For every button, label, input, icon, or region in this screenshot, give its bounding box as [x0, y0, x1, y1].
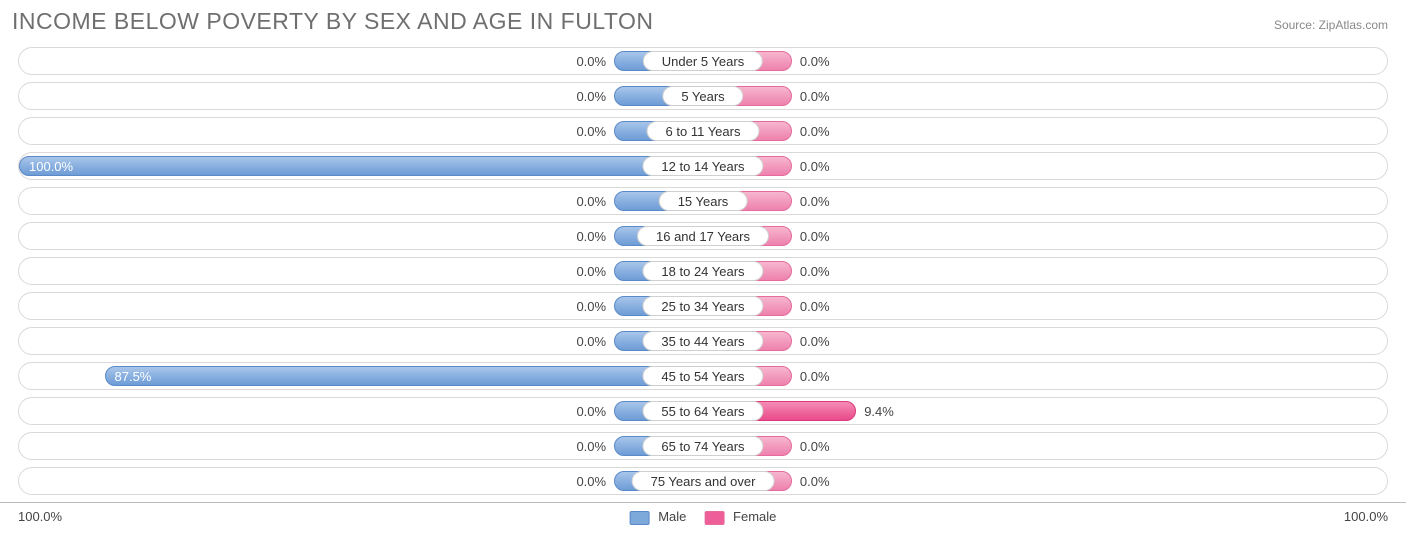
female-pct-label: 0.0%: [792, 468, 830, 496]
category-pill: Under 5 Years: [643, 51, 763, 71]
chart-row: 0.0% 0.0% Under 5 Years: [18, 47, 1388, 75]
female-pct-label: 0.0%: [792, 188, 830, 216]
male-pct-label: 0.0%: [576, 223, 614, 251]
female-pct-label: 0.0%: [792, 118, 830, 146]
category-pill: 75 Years and over: [632, 471, 775, 491]
female-pct-label: 9.4%: [856, 398, 894, 426]
category-pill: 55 to 64 Years: [642, 401, 763, 421]
male-pct-label: 87.5%: [105, 363, 162, 391]
chart-source: Source: ZipAtlas.com: [1274, 18, 1388, 32]
chart-title: INCOME BELOW POVERTY BY SEX AND AGE IN F…: [12, 8, 654, 35]
legend-male: Male: [630, 509, 687, 525]
chart-row: 0.0% 0.0% 18 to 24 Years: [18, 257, 1388, 285]
category-pill: 16 and 17 Years: [637, 226, 769, 246]
axis-labels: 100.0% Male Female 100.0%: [0, 503, 1406, 531]
category-pill: 5 Years: [662, 86, 743, 106]
male-pct-label: 0.0%: [576, 118, 614, 146]
chart-row: 0.0% 0.0% 25 to 34 Years: [18, 292, 1388, 320]
category-pill: 25 to 34 Years: [642, 296, 763, 316]
female-pct-label: 0.0%: [792, 363, 830, 391]
female-pct-label: 0.0%: [792, 153, 830, 181]
category-pill: 6 to 11 Years: [647, 121, 760, 141]
chart-row: 0.0% 0.0% 75 Years and over: [18, 467, 1388, 495]
axis-right-label: 100.0%: [1344, 509, 1388, 524]
chart-row: 0.0% 0.0% 5 Years: [18, 82, 1388, 110]
male-pct-label: 0.0%: [576, 328, 614, 356]
male-pct-label: 0.0%: [576, 188, 614, 216]
female-pct-label: 0.0%: [792, 258, 830, 286]
legend-female-label: Female: [733, 509, 776, 524]
category-pill: 65 to 74 Years: [642, 436, 763, 456]
female-pct-label: 0.0%: [792, 293, 830, 321]
male-pct-label: 100.0%: [19, 153, 83, 181]
category-pill: 35 to 44 Years: [642, 331, 763, 351]
swatch-male: [630, 511, 650, 525]
legend: Male Female: [630, 509, 777, 525]
legend-female: Female: [704, 509, 776, 525]
chart-row: 100.0% 0.0% 12 to 14 Years: [18, 152, 1388, 180]
male-pct-label: 0.0%: [576, 398, 614, 426]
category-pill: 15 Years: [659, 191, 748, 211]
male-pct-label: 0.0%: [576, 48, 614, 76]
male-pct-label: 0.0%: [576, 293, 614, 321]
category-pill: 45 to 54 Years: [642, 366, 763, 386]
male-pct-label: 0.0%: [576, 258, 614, 286]
chart-header: INCOME BELOW POVERTY BY SEX AND AGE IN F…: [0, 0, 1406, 47]
chart-row: 0.0% 0.0% 65 to 74 Years: [18, 432, 1388, 460]
male-pct-label: 0.0%: [576, 433, 614, 461]
chart-row: 0.0% 0.0% 35 to 44 Years: [18, 327, 1388, 355]
female-pct-label: 0.0%: [792, 223, 830, 251]
female-pct-label: 0.0%: [792, 328, 830, 356]
male-pct-label: 0.0%: [576, 83, 614, 111]
male-bar: [19, 156, 703, 176]
legend-male-label: Male: [658, 509, 686, 524]
chart-row: 0.0% 0.0% 16 and 17 Years: [18, 222, 1388, 250]
category-pill: 12 to 14 Years: [642, 156, 763, 176]
female-pct-label: 0.0%: [792, 433, 830, 461]
chart-row: 87.5% 0.0% 45 to 54 Years: [18, 362, 1388, 390]
swatch-female: [704, 511, 724, 525]
axis-left-label: 100.0%: [18, 509, 62, 524]
category-pill: 18 to 24 Years: [642, 261, 763, 281]
female-pct-label: 0.0%: [792, 83, 830, 111]
female-pct-label: 0.0%: [792, 48, 830, 76]
chart-row: 0.0% 0.0% 6 to 11 Years: [18, 117, 1388, 145]
chart-area: 0.0%0.0%Under 5 Years0.0%0.0%5 Years0.0%…: [0, 47, 1406, 495]
chart-row: 0.0% 0.0% 15 Years: [18, 187, 1388, 215]
male-pct-label: 0.0%: [576, 468, 614, 496]
male-bar: [105, 366, 704, 386]
chart-row: 0.0% 9.4% 55 to 64 Years: [18, 397, 1388, 425]
